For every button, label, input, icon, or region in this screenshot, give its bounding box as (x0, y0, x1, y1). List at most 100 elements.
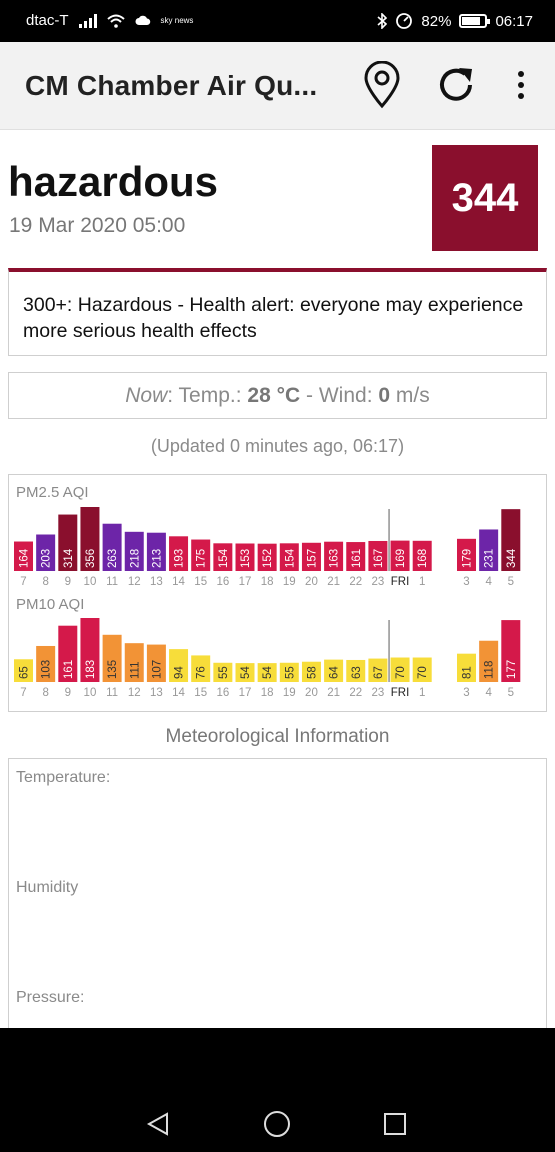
chart-bar (368, 658, 388, 682)
x-tick-label: 18 (261, 687, 274, 699)
chart-bar (235, 663, 255, 682)
bar-value-label: 135 (107, 660, 119, 679)
bar-value-label: 203 (41, 549, 53, 568)
battery-percent: 82% (421, 12, 452, 30)
x-tick-label: FRI (391, 576, 410, 588)
x-tick-label: 23 (372, 576, 385, 588)
chart-bar (213, 543, 233, 571)
bar-value-label: 76 (196, 666, 208, 679)
app-title: CM Chamber Air Qu... (25, 70, 318, 101)
x-tick-label: 21 (327, 687, 340, 699)
chart-bar (412, 540, 432, 571)
system-nav-bar (0, 1028, 555, 1152)
x-tick-label: 12 (128, 576, 141, 588)
x-tick-label: 19 (283, 576, 296, 588)
x-tick-label: 16 (216, 576, 229, 588)
chart-bar (58, 514, 78, 571)
chart-bar (479, 640, 499, 682)
x-tick-label: 1 (419, 576, 425, 588)
signal-icon (78, 13, 97, 28)
chart-bar (169, 536, 189, 571)
bar-value-label: 175 (196, 549, 208, 568)
chart-bar (324, 541, 344, 571)
clock: 06:17 (495, 12, 533, 30)
x-tick-label: 13 (150, 687, 163, 699)
bar-value-label: 70 (395, 666, 407, 679)
chart-bar (412, 657, 432, 682)
chart-bar (146, 644, 166, 682)
bar-value-label: 163 (329, 549, 341, 568)
chart-bar (191, 539, 211, 571)
bar-value-label: 58 (306, 666, 318, 679)
bar-value-label: 344 (506, 548, 518, 568)
x-tick-label: 14 (172, 576, 185, 588)
x-tick-label: 9 (65, 687, 71, 699)
bar-value-label: 157 (306, 549, 318, 568)
bar-value-label: 118 (484, 661, 496, 679)
chart-bar (257, 663, 277, 682)
location-pin-icon[interactable] (357, 60, 407, 110)
bar-value-label: 193 (174, 549, 186, 568)
chart-bar (80, 618, 100, 682)
x-tick-label: 9 (65, 576, 71, 588)
temp-value: 28 °C (247, 383, 301, 407)
x-tick-label: 3 (463, 576, 469, 588)
chart-bar (324, 659, 344, 682)
bar-value-label: 164 (19, 548, 31, 568)
status-bar: dtac-T sky news 82% 06:17 (0, 0, 555, 42)
meteo-section-title: Meteorological Information (165, 726, 390, 747)
bar-value-label: 167 (373, 549, 385, 568)
battery-icon (459, 14, 491, 28)
bar-value-label: 263 (107, 549, 119, 568)
main-content[interactable]: hazardous 19 Mar 2020 05:00 344 300+: Ha… (0, 130, 555, 1028)
x-tick-label: 5 (508, 576, 514, 588)
chart-bar (80, 507, 100, 571)
bluetooth-icon (377, 13, 388, 29)
pressure-label: Pressure: (16, 989, 85, 1006)
humidity-label: Humidity (16, 879, 79, 896)
refresh-icon[interactable] (431, 60, 481, 110)
chart-bar (279, 662, 299, 682)
chart-bar (235, 543, 255, 571)
chart-bar (368, 540, 388, 571)
more-vert-icon[interactable] (496, 60, 546, 110)
temp-label: : Temp.: (167, 383, 248, 407)
chart-bar (213, 662, 233, 682)
chart-bar (124, 531, 144, 571)
aqi-bar-charts: PM2.5 AQI1647203831493561026311218122131… (14, 484, 521, 699)
chart-bar (346, 542, 366, 571)
x-tick-label: 18 (261, 576, 274, 588)
chart-bar (102, 634, 122, 682)
chart-bar (457, 538, 476, 571)
chart-title: PM2.5 AQI (16, 484, 89, 501)
bar-value-label: 54 (262, 666, 274, 679)
bar-value-label: 64 (329, 666, 341, 679)
current-weather: Now: Temp.: 28 °C - Wind: 0 m/s (8, 372, 547, 419)
x-tick-label: 15 (194, 576, 207, 588)
health-advice-text: 300+: Hazardous - Health alert: everyone… (23, 294, 524, 342)
now-label: Now (125, 383, 168, 407)
carrier-name: dtac-T (26, 12, 69, 29)
x-tick-label: 22 (349, 687, 362, 699)
home-icon[interactable] (257, 1104, 297, 1144)
bar-value-label: 67 (373, 666, 385, 679)
bar-value-label: 161 (63, 660, 75, 679)
aqi-level-text: hazardous (8, 158, 219, 205)
bar-value-label: 153 (240, 549, 252, 568)
x-tick-label: 19 (283, 687, 296, 699)
x-tick-label: 8 (42, 576, 48, 588)
recents-icon[interactable] (375, 1104, 415, 1144)
chart-bar (279, 543, 299, 571)
aqi-value-badge: 344 (432, 145, 538, 251)
chart-title: PM10 AQI (16, 596, 84, 613)
x-tick-label: 21 (327, 576, 340, 588)
aqi-charts-card[interactable]: PM2.5 AQI 164 7 203 8 314 9 356 10 263 11 218 12 213 1… (8, 474, 547, 712)
back-icon[interactable] (138, 1104, 178, 1144)
bar-value-label: 177 (506, 660, 518, 679)
x-tick-label: 3 (463, 687, 469, 699)
bar-value-label: 168 (417, 549, 429, 568)
health-advice-card: 300+: Hazardous - Health alert: everyone… (8, 268, 547, 356)
chart-bar (191, 655, 211, 682)
bar-value-label: 111 (129, 662, 141, 679)
bar-value-label: 213 (151, 549, 163, 568)
